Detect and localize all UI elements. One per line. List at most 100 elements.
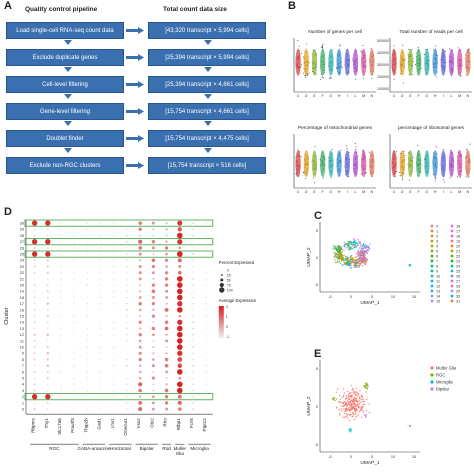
umap-point bbox=[363, 253, 366, 256]
umap-point bbox=[343, 244, 346, 246]
umap-point bbox=[356, 264, 358, 267]
legend-swatch bbox=[430, 373, 434, 377]
dotplot-dot bbox=[151, 240, 156, 244]
violin-point bbox=[442, 148, 444, 151]
dotplot-dot bbox=[205, 365, 207, 367]
dotplot-cluster-label: 10 bbox=[20, 346, 24, 350]
dotplot-dot bbox=[138, 296, 142, 299]
pipeline-count: [25,394 transcript × 5,994 cells] bbox=[148, 49, 266, 66]
umap-point bbox=[353, 418, 356, 421]
legend-label: 28 bbox=[456, 284, 460, 288]
down-arrow-icon bbox=[204, 148, 212, 153]
dotplot-dot bbox=[33, 358, 36, 361]
legend-swatch bbox=[430, 299, 434, 303]
legend-swatch bbox=[430, 259, 434, 263]
umap-point bbox=[346, 390, 349, 393]
dotplot-dot bbox=[33, 302, 36, 305]
violin-xtick: N bbox=[467, 94, 470, 98]
dotplot-cluster-label: 19 bbox=[20, 290, 24, 294]
dotplot-dot bbox=[192, 303, 194, 305]
umap-point bbox=[366, 384, 368, 386]
umap-point bbox=[356, 400, 358, 402]
dotplot-cluster-label: 11 bbox=[20, 339, 24, 343]
dotplot-dot bbox=[46, 290, 49, 293]
violin-xtick: D bbox=[401, 190, 404, 194]
umap-point bbox=[409, 424, 411, 427]
highlight-row bbox=[24, 219, 214, 227]
dotplot-dot bbox=[45, 251, 51, 257]
violin-point bbox=[417, 46, 419, 48]
dotplot-cluster-label: 24 bbox=[20, 259, 24, 263]
violin-point bbox=[449, 177, 451, 179]
umap-point bbox=[344, 246, 346, 248]
umap-point bbox=[355, 405, 357, 407]
dotplot-dot bbox=[164, 258, 169, 262]
violin-shape bbox=[303, 48, 309, 76]
dotplot-dot bbox=[177, 301, 183, 307]
legend-label: 22 bbox=[456, 254, 460, 258]
umap-point bbox=[356, 403, 359, 406]
dotplot-dot bbox=[192, 402, 194, 404]
dotplot-dot bbox=[205, 265, 207, 268]
umap-point bbox=[355, 256, 357, 258]
umap-point bbox=[347, 398, 349, 400]
dotplot-dot bbox=[165, 333, 168, 336]
dotplot-dot bbox=[192, 327, 194, 330]
dotplot-dot bbox=[113, 396, 115, 398]
dotplot-dot bbox=[126, 396, 128, 398]
umap-point bbox=[344, 263, 347, 266]
legend-label: 10 bbox=[436, 274, 440, 278]
dotplot-dot bbox=[73, 296, 75, 299]
umap-point bbox=[336, 257, 338, 259]
umap-point bbox=[339, 251, 342, 254]
violin-point bbox=[346, 148, 348, 150]
dotplot-dot bbox=[100, 327, 102, 330]
umap-point bbox=[360, 395, 363, 397]
dotplot-dot bbox=[126, 327, 128, 330]
dotplot-dot bbox=[33, 284, 36, 286]
dotplot-dot bbox=[33, 408, 36, 411]
umap-point bbox=[350, 241, 353, 244]
umap-point bbox=[353, 246, 355, 249]
dotplot-dot bbox=[138, 401, 143, 405]
dotplot-dot bbox=[177, 220, 183, 226]
violin-shape bbox=[416, 150, 422, 178]
dotplot-dot bbox=[151, 289, 156, 294]
umap-xtick: 5 bbox=[371, 295, 373, 299]
dotplot-dot bbox=[205, 334, 207, 336]
dotplot-dot bbox=[73, 303, 75, 305]
dotplot-dot bbox=[100, 402, 102, 404]
dotplot-dot bbox=[33, 321, 36, 324]
umap-point bbox=[354, 256, 356, 259]
umap-point bbox=[349, 265, 351, 267]
umap-point bbox=[345, 415, 347, 418]
legend-pct-label: 75 bbox=[227, 283, 231, 287]
violin-xtick: G bbox=[329, 94, 332, 98]
violin-point bbox=[329, 76, 331, 78]
umap-point bbox=[354, 239, 356, 242]
umap-point bbox=[342, 416, 344, 418]
dotplot-dot bbox=[60, 340, 62, 342]
legend-swatch bbox=[430, 254, 434, 258]
umap-point bbox=[339, 262, 342, 265]
umap-point bbox=[343, 408, 345, 410]
dotplot-dot bbox=[86, 272, 89, 274]
dotplot-gene-label: Onecut1 bbox=[123, 418, 128, 436]
umap-point bbox=[353, 238, 355, 241]
dotplot-dot bbox=[192, 389, 194, 392]
dotplot-dot bbox=[45, 220, 51, 226]
legend-label: 25 bbox=[456, 269, 460, 273]
legend-avg-gradient bbox=[218, 306, 224, 309]
legend-swatch bbox=[450, 299, 454, 303]
umap-xtick: -5 bbox=[328, 295, 331, 299]
violin-xtick: I bbox=[443, 190, 444, 194]
umap-point bbox=[365, 391, 367, 393]
umap-point bbox=[366, 388, 369, 390]
violin-point bbox=[331, 148, 333, 151]
violin-point bbox=[361, 150, 363, 152]
umap-point bbox=[336, 388, 339, 391]
legend-avg-gradient bbox=[218, 326, 224, 329]
umap-point bbox=[349, 414, 352, 416]
violin-xtick: H bbox=[434, 94, 437, 98]
legend-label: 19 bbox=[456, 239, 460, 243]
